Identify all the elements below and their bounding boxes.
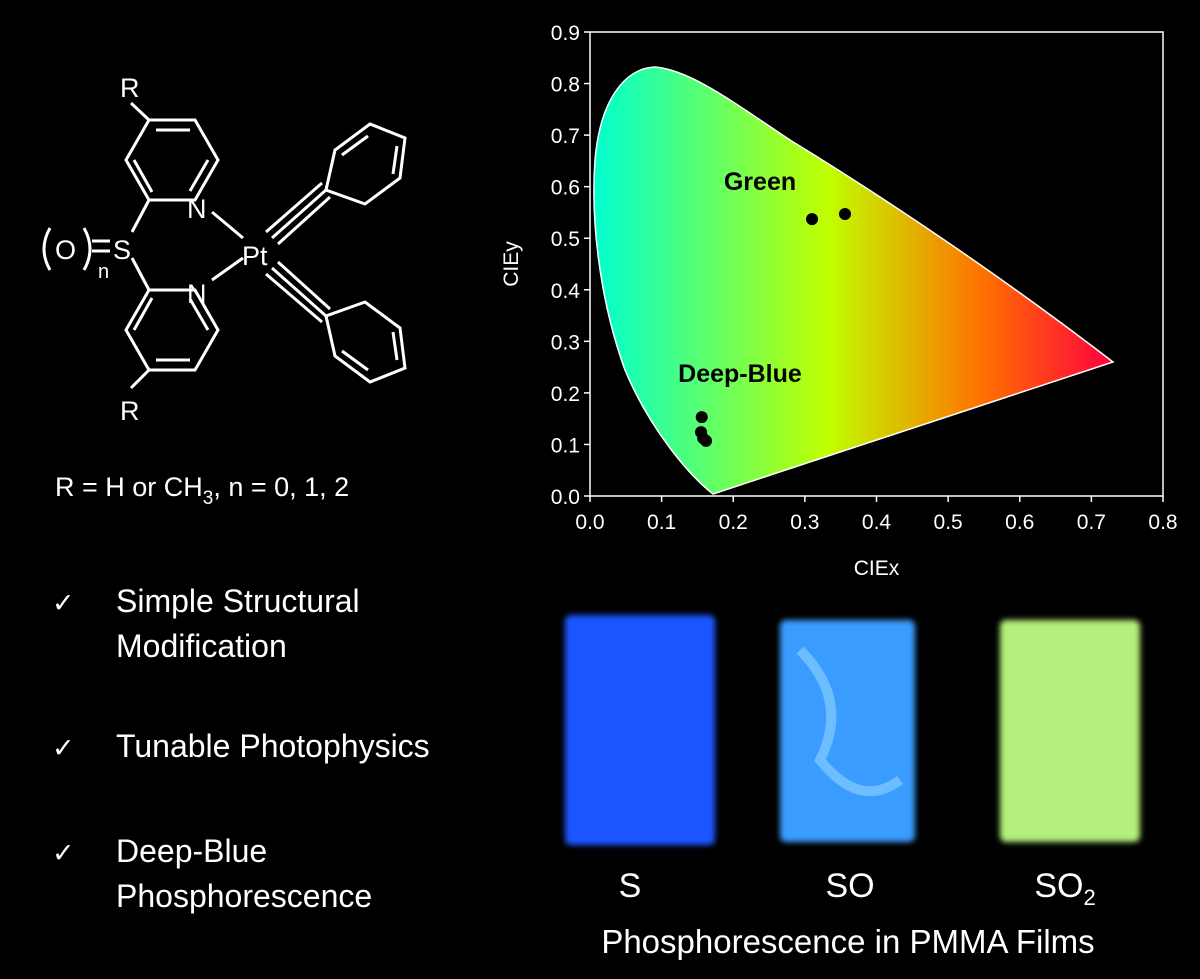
film-label-main: SO: [1034, 867, 1083, 905]
y-tick-label: 0.7: [551, 125, 580, 148]
film-label-main: SO: [825, 867, 874, 905]
x-tick-label: 0.8: [1148, 511, 1177, 534]
y-tick-label: 0.0: [551, 486, 580, 509]
x-tick-label: 0.0: [575, 511, 604, 534]
y-tick-label: 0.1: [551, 434, 580, 457]
y-tick-label: 0.9: [551, 22, 580, 45]
bullet-list: ✓ Simple Structural Modification ✓ Tunable P…: [52, 583, 430, 914]
y-axis-label: CIEy: [500, 241, 523, 287]
cie-chart: 0.0 0.1 0.2 0.3 0.4 0.5 0.6 0.7 0.8 0.0 0.1 0.2 0.3 0…: [500, 22, 1178, 580]
film-label: S: [619, 867, 642, 905]
x-tick-label: 0.3: [790, 511, 819, 534]
r-bottom: R: [120, 396, 140, 426]
y-tick-label: 0.6: [551, 177, 580, 200]
bullet-text: Deep-Blue: [116, 833, 267, 869]
oxygen: O: [55, 235, 76, 265]
structure-bonds: [42, 101, 407, 390]
film-s: [565, 615, 715, 845]
n-bottom: N: [187, 279, 207, 309]
y-tick-label: 0.3: [551, 331, 580, 354]
sulfur: S: [113, 235, 131, 265]
x-tick-label: 0.5: [934, 511, 963, 534]
film-labels: S SO SO2: [619, 867, 1096, 910]
film-swirl: [796, 646, 903, 797]
check: ✓: [52, 588, 75, 618]
n-top: N: [187, 194, 207, 224]
y-tick-label: 0.8: [551, 74, 580, 97]
film-label-sub: 2: [1083, 885, 1095, 910]
film-label: SO2: [1034, 867, 1095, 910]
check: ✓: [52, 733, 75, 763]
structure-caption: R = H or CH3, n = 0, 1, 2: [55, 472, 349, 509]
point: [700, 434, 713, 447]
x-axis-label: CIEx: [854, 557, 900, 580]
point: [838, 207, 851, 220]
bullet-text: Modification: [116, 628, 287, 664]
x-tick-label: 0.6: [1005, 511, 1034, 534]
x-tick-label: 0.2: [719, 511, 748, 534]
x-tick-label: 0.7: [1077, 511, 1106, 534]
films-caption: Phosphorescence in PMMA Films: [601, 923, 1094, 960]
metal: Pt: [242, 241, 268, 271]
subscript-n: n: [98, 261, 109, 283]
caption-part: R = H or CH: [55, 472, 203, 502]
bullet-text: Phosphorescence: [116, 878, 372, 914]
y-tick-label: 0.4: [551, 280, 581, 303]
r-top: R: [120, 73, 140, 103]
caption-part: , n = 0, 1, 2: [213, 472, 349, 502]
check: ✓: [52, 838, 75, 868]
annotation: Deep-Blue: [678, 360, 802, 388]
spectral-locus: [593, 66, 1114, 495]
bullet-text: Simple Structural: [116, 583, 360, 619]
caption-sub: 3: [203, 488, 214, 509]
film-so2: [1000, 620, 1140, 842]
x-tick-label: 0.4: [862, 511, 892, 534]
films: [565, 615, 1140, 845]
x-tick-label: 0.1: [647, 511, 676, 534]
point: [806, 213, 819, 226]
point: [695, 411, 708, 424]
annotation: Green: [724, 168, 796, 196]
film-label-main: S: [619, 867, 642, 905]
y-tick-label: 0.5: [551, 228, 580, 251]
y-tick-label: 0.2: [551, 383, 580, 406]
bullet-text: Tunable Photophysics: [116, 728, 430, 764]
film-label: SO: [825, 867, 874, 905]
